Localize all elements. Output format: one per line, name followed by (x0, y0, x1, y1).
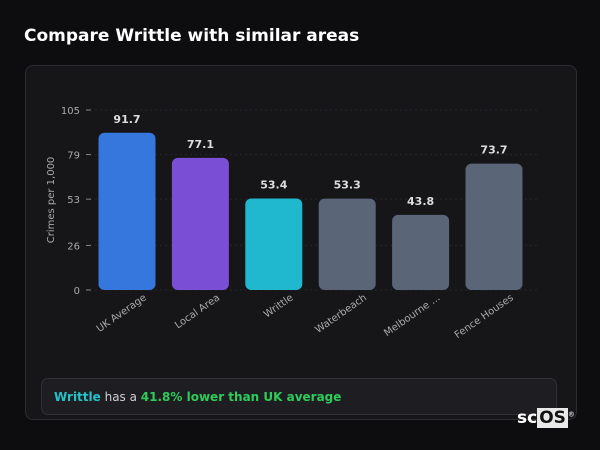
x-tick-label: Local Area (173, 292, 222, 331)
y-tick-label: 105 (61, 106, 80, 117)
data-label: 53.3 (334, 179, 361, 192)
y-tick-label: 0 (74, 286, 80, 297)
data-label: 73.7 (480, 144, 507, 157)
bar (245, 198, 303, 290)
data-label: 43.8 (407, 195, 434, 208)
bar (465, 163, 523, 290)
data-label: 91.7 (113, 113, 140, 126)
page-title: Compare Writtle with similar areas (24, 26, 360, 46)
bar (392, 214, 450, 290)
bar (318, 198, 376, 290)
area-name: Writtle (54, 390, 101, 404)
data-label: 77.1 (187, 138, 214, 151)
bar (98, 132, 156, 290)
y-axis-label: Crimes per 1,000 (46, 157, 57, 244)
comparison-highlight: 41.8% lower than UK average (140, 390, 342, 404)
bar (171, 157, 229, 290)
y-tick-label: 53 (67, 195, 80, 206)
scos-logo: sc OS ® (517, 408, 575, 428)
x-tick-label: Writtle (262, 292, 295, 320)
y-tick-label: 79 (67, 151, 80, 162)
x-tick-label: Melbourne ... (382, 292, 442, 339)
x-tick-label: Fence Houses (453, 292, 516, 341)
data-label: 53.4 (260, 178, 287, 191)
y-tick-label: 26 (67, 241, 80, 252)
summary-banner: Writtle has a 41.8% lower than UK averag… (41, 378, 557, 415)
x-tick-label: UK Average (95, 292, 149, 334)
x-tick-label: Waterbeach (313, 292, 368, 335)
summary-text: has a (100, 390, 141, 404)
